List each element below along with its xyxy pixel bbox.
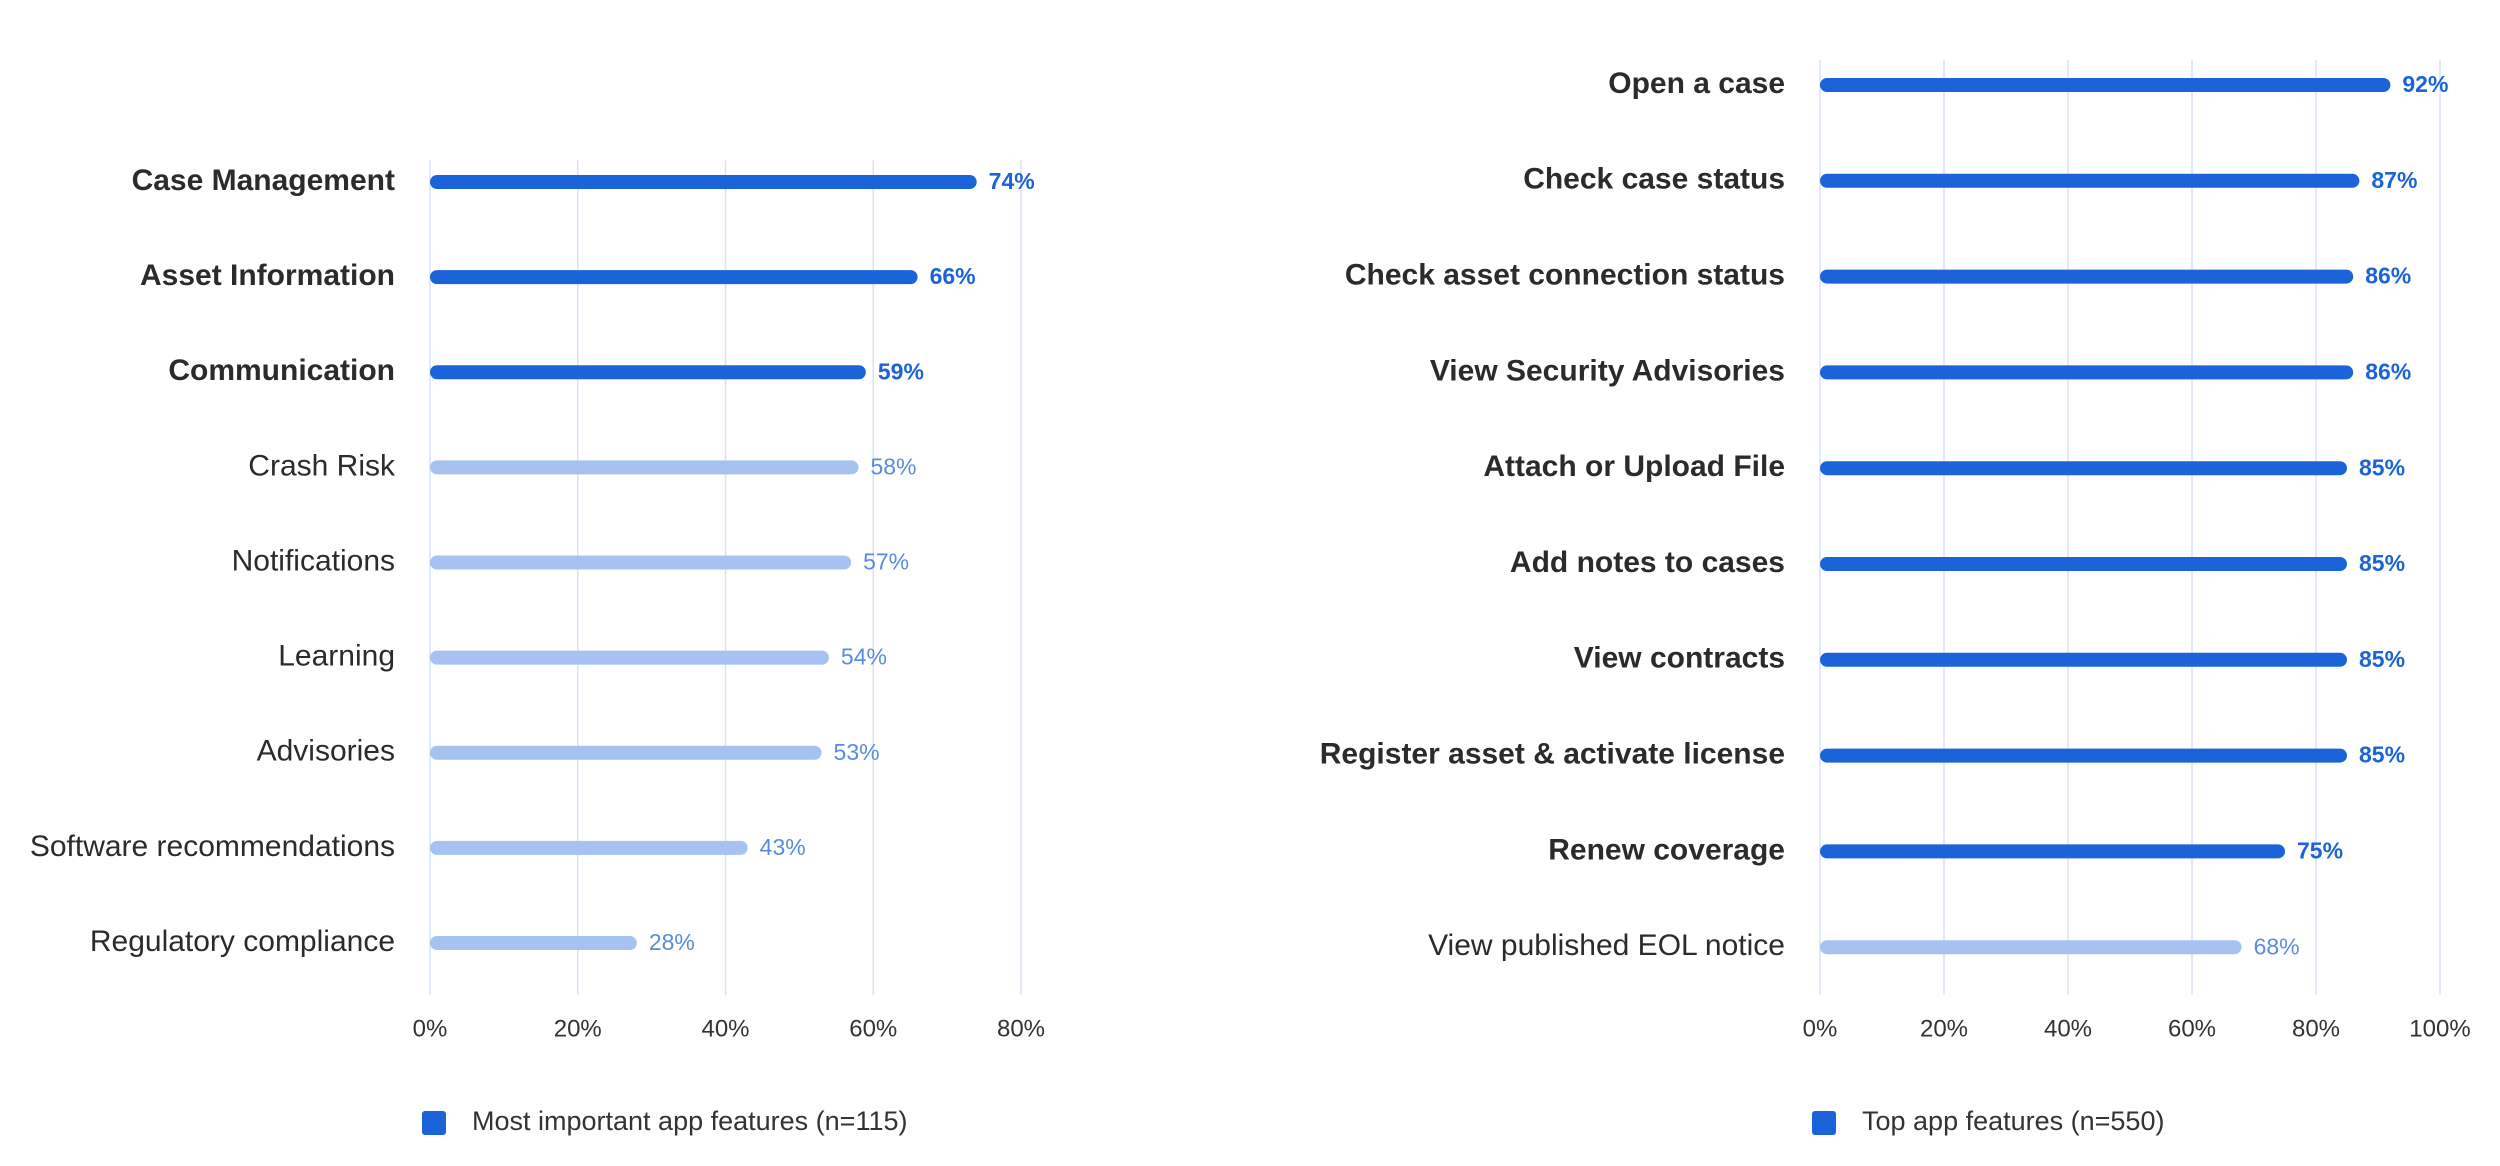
x-tick-label-left-1: 20% <box>554 1015 602 1042</box>
value-label-left-6: 53% <box>834 739 880 765</box>
value-label-left-3: 58% <box>870 453 916 479</box>
legend-swatch-right <box>1812 1111 1836 1135</box>
category-label-right-7: Register asset & activate license <box>1320 738 1785 771</box>
category-label-right-0: Open a case <box>1608 67 1785 100</box>
value-label-right-2: 86% <box>2365 263 2411 289</box>
value-label-left-1: 66% <box>930 263 976 289</box>
value-label-left-0: 74% <box>989 168 1035 194</box>
x-tick-label-left-3: 60% <box>849 1015 897 1042</box>
legend-label-right: Top app features (n=550) <box>1862 1106 2164 1136</box>
category-label-left-6: Advisories <box>257 735 395 768</box>
value-label-right-7: 85% <box>2359 742 2405 768</box>
x-tick-label-right-1: 20% <box>1920 1015 1968 1042</box>
x-tick-label-right-3: 60% <box>2168 1015 2216 1042</box>
category-label-right-9: View published EOL notice <box>1428 929 1785 962</box>
category-label-left-4: Notifications <box>232 544 395 577</box>
category-label-right-3: View Security Advisories <box>1430 354 1785 387</box>
category-label-left-1: Asset Information <box>140 259 395 292</box>
category-label-right-1: Check case status <box>1523 163 1785 196</box>
x-tick-label-right-4: 80% <box>2292 1015 2340 1042</box>
value-label-left-4: 57% <box>863 549 909 575</box>
category-label-right-4: Attach or Upload File <box>1483 450 1785 483</box>
value-label-right-9: 68% <box>2254 933 2300 959</box>
value-label-left-8: 28% <box>649 929 695 955</box>
value-label-left-2: 59% <box>878 358 924 384</box>
category-label-right-5: Add notes to cases <box>1510 546 1785 579</box>
category-label-left-7: Software recommendations <box>30 830 395 863</box>
category-label-left-3: Crash Risk <box>248 449 396 482</box>
value-label-right-4: 85% <box>2359 454 2405 480</box>
category-label-right-6: View contracts <box>1574 642 1785 675</box>
category-label-left-2: Communication <box>168 354 395 387</box>
value-label-right-3: 86% <box>2365 358 2411 384</box>
value-label-right-6: 85% <box>2359 646 2405 672</box>
chart-left: 0% 20% 40% 60% 80% Case Management 74% Asset In… <box>30 160 1045 1136</box>
category-label-left-8: Regulatory compliance <box>90 925 395 958</box>
x-tick-label-right-0: 0% <box>1803 1015 1838 1042</box>
legend-label-left: Most important app features (n=115) <box>472 1106 907 1136</box>
chart-right: 0% 20% 40% 60% 80% 100% Open a case 92% Check ca… <box>1320 60 2471 1136</box>
x-tick-label-left-4: 80% <box>997 1015 1045 1042</box>
category-label-right-8: Renew coverage <box>1548 833 1785 866</box>
value-label-right-5: 85% <box>2359 550 2405 576</box>
value-label-left-5: 54% <box>841 644 887 670</box>
category-label-left-5: Learning <box>278 640 395 673</box>
category-label-right-2: Check asset connection status <box>1345 259 1785 292</box>
x-tick-label-right-5: 100% <box>2409 1015 2470 1042</box>
value-label-right-0: 92% <box>2402 71 2448 97</box>
value-label-right-1: 87% <box>2371 167 2417 193</box>
legend-swatch-left <box>422 1111 446 1135</box>
x-tick-label-left-0: 0% <box>413 1015 448 1042</box>
x-tick-label-left-2: 40% <box>701 1015 749 1042</box>
category-label-left-0: Case Management <box>132 164 395 197</box>
x-tick-label-right-2: 40% <box>2044 1015 2092 1042</box>
value-label-right-8: 75% <box>2297 837 2343 863</box>
value-label-left-7: 43% <box>760 834 806 860</box>
